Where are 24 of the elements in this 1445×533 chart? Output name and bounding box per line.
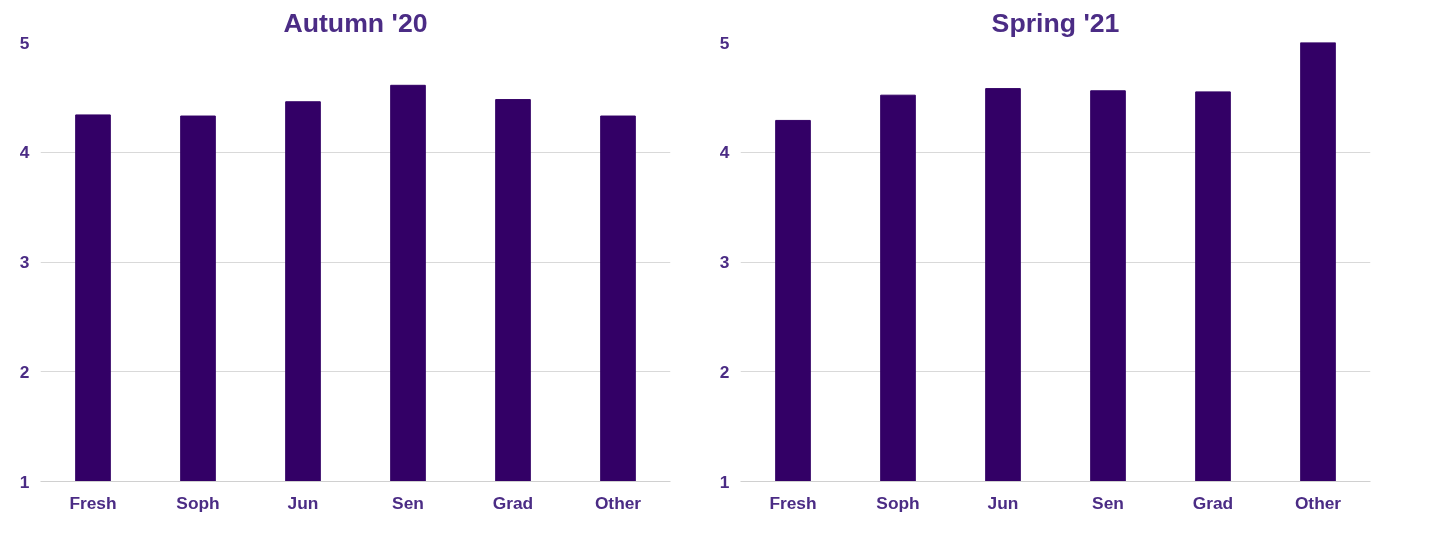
x-tick-label: Other [594, 492, 642, 513]
x-tick-label: Fresh [769, 492, 817, 513]
y-tick-label: 4 [19, 142, 30, 163]
x-tick-label: Grad [1192, 492, 1234, 513]
y-tick-label: 2 [19, 361, 30, 382]
y-tick-label: 1 [719, 471, 730, 492]
x-tick-label: Grad [492, 492, 534, 513]
y-tick-label: 1 [19, 471, 30, 492]
x-tick-label: Jun [987, 492, 1019, 513]
x-tick-label: Fresh [69, 492, 117, 513]
y-tick-label: 5 [719, 32, 730, 53]
x-tick-label: Soph [176, 492, 220, 513]
chart-title: Autumn '20 [283, 7, 428, 38]
y-tick-label: 3 [19, 252, 30, 272]
x-tick-label: Sen [392, 492, 424, 513]
y-tick-label: 4 [719, 142, 730, 163]
x-tick-label: Sen [1092, 492, 1124, 513]
x-tick-label: Soph [876, 492, 920, 513]
chart-title: Spring '21 [991, 7, 1120, 38]
x-tick-label: Other [1294, 492, 1342, 513]
y-tick-label: 3 [719, 252, 730, 272]
y-tick-label: 2 [719, 361, 730, 382]
y-tick-label: 5 [19, 32, 30, 53]
x-tick-label: Jun [287, 492, 319, 513]
